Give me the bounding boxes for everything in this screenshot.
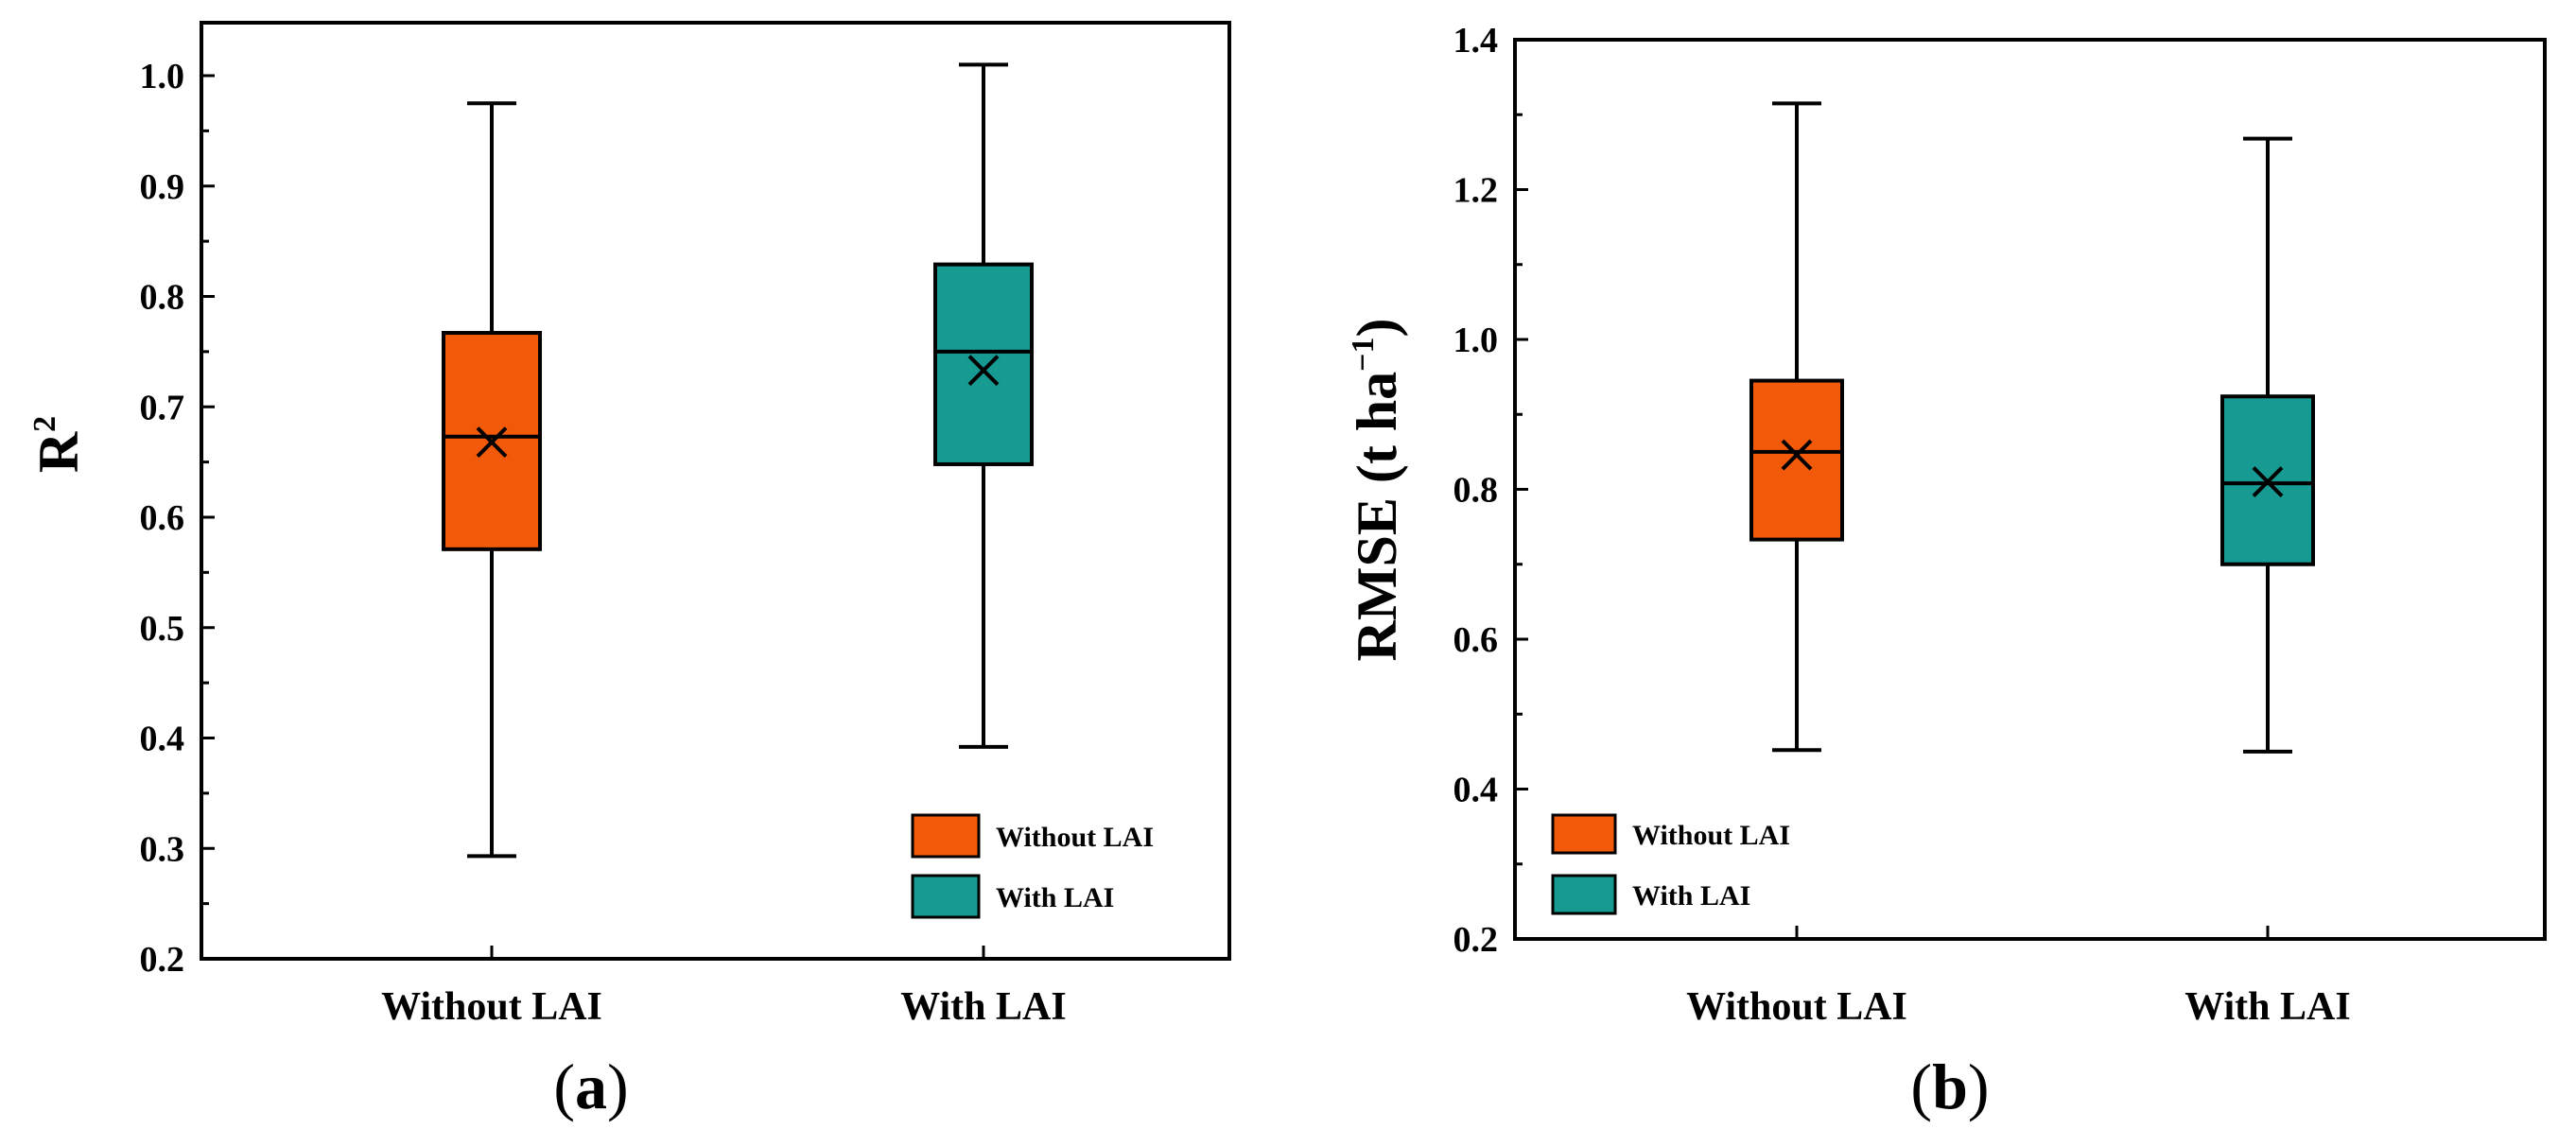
legend-swatch-without-lai	[1551, 813, 1617, 855]
box-b-with-lai	[2220, 136, 2315, 754]
iqr-box	[1749, 378, 1844, 542]
y-tick-label-b: 0.4	[1453, 771, 1499, 810]
y-axis-title-b: RMSE (t ha−1)	[1346, 318, 1408, 661]
y-tick-label-a: 0.4	[140, 720, 185, 759]
iqr-box	[442, 331, 542, 551]
x-tick-label-b: With LAI	[2184, 985, 2350, 1029]
plot-frame-b	[1513, 38, 2547, 941]
y-tick-label-a: 0.3	[140, 829, 185, 869]
panel-label-b: (b)	[1910, 1051, 1989, 1122]
box-a-with-lai	[933, 62, 1034, 749]
legend-label-without-lai: Without LAI	[996, 822, 1154, 853]
legend-swatch-with-lai	[1551, 874, 1617, 915]
x-axis-labels-a: Without LAI With LAI	[381, 946, 1067, 1029]
y-tick-label-b: 0.8	[1453, 471, 1499, 511]
panel-label-a: (a)	[553, 1051, 628, 1122]
legend-b: Without LAI With LAI	[1551, 813, 1790, 915]
legend-swatch-with-lai	[911, 874, 981, 919]
box-a-without-lai	[442, 101, 542, 859]
x-axis-labels-b: Without LAI With LAI	[1686, 926, 2351, 1029]
plot-frame-a	[200, 21, 1231, 961]
y-tick-label-b: 1.4	[1453, 21, 1499, 61]
y-tick-label-a: 0.2	[140, 940, 185, 980]
y-tick-label-a: 0.7	[140, 388, 185, 427]
iqr-box	[933, 262, 1034, 466]
mean-marker	[2252, 466, 2284, 497]
y-tick-label-a: 0.6	[140, 498, 185, 538]
mean-marker	[967, 355, 1000, 387]
legend-a: Without LAI With LAI	[911, 813, 1154, 919]
x-tick-label-a: With LAI	[900, 985, 1066, 1029]
legend-label-with-lai: With LAI	[996, 882, 1114, 913]
legend-label-with-lai: With LAI	[1632, 880, 1750, 912]
panel-a: 0.20.30.40.50.60.70.80.91.0 Without LAI W…	[27, 21, 1231, 1122]
panel-b: 0.2 0.4 0.6 0.8 1.0 1.2 1.4 Without LAI With LA…	[1346, 21, 2547, 1122]
x-tick-label-a: Without LAI	[381, 985, 602, 1029]
boxes-b	[1749, 101, 2315, 754]
y-tick-label-a: 0.8	[140, 278, 185, 318]
boxes-a	[442, 62, 1034, 859]
y-tick-label-a: 1.0	[140, 57, 185, 96]
y-axis-title-a: R2	[27, 416, 90, 473]
legend-swatch-without-lai	[911, 813, 981, 859]
y-axis-ticks-b: 0.2 0.4 0.6 0.8 1.0 1.2 1.4	[1453, 21, 1528, 960]
y-tick-label-b: 1.2	[1453, 171, 1499, 211]
legend-label-without-lai: Without LAI	[1632, 820, 1790, 851]
box-b-without-lai	[1749, 101, 1844, 753]
y-tick-label-a: 0.5	[140, 609, 185, 649]
x-tick-label-b: Without LAI	[1686, 985, 1907, 1029]
y-axis-ticks-a: 0.2 0.3 0.4 0.5 0.6 0.7 0.8 0.9 1.0	[140, 57, 215, 980]
y-tick-label-a: 0.9	[140, 167, 185, 207]
y-tick-label-b: 1.0	[1453, 321, 1499, 360]
y-tick-label-b: 0.2	[1453, 920, 1499, 960]
y-tick-label-b: 0.6	[1453, 620, 1499, 660]
mean-marker	[1781, 439, 1813, 471]
mean-marker	[476, 426, 508, 459]
